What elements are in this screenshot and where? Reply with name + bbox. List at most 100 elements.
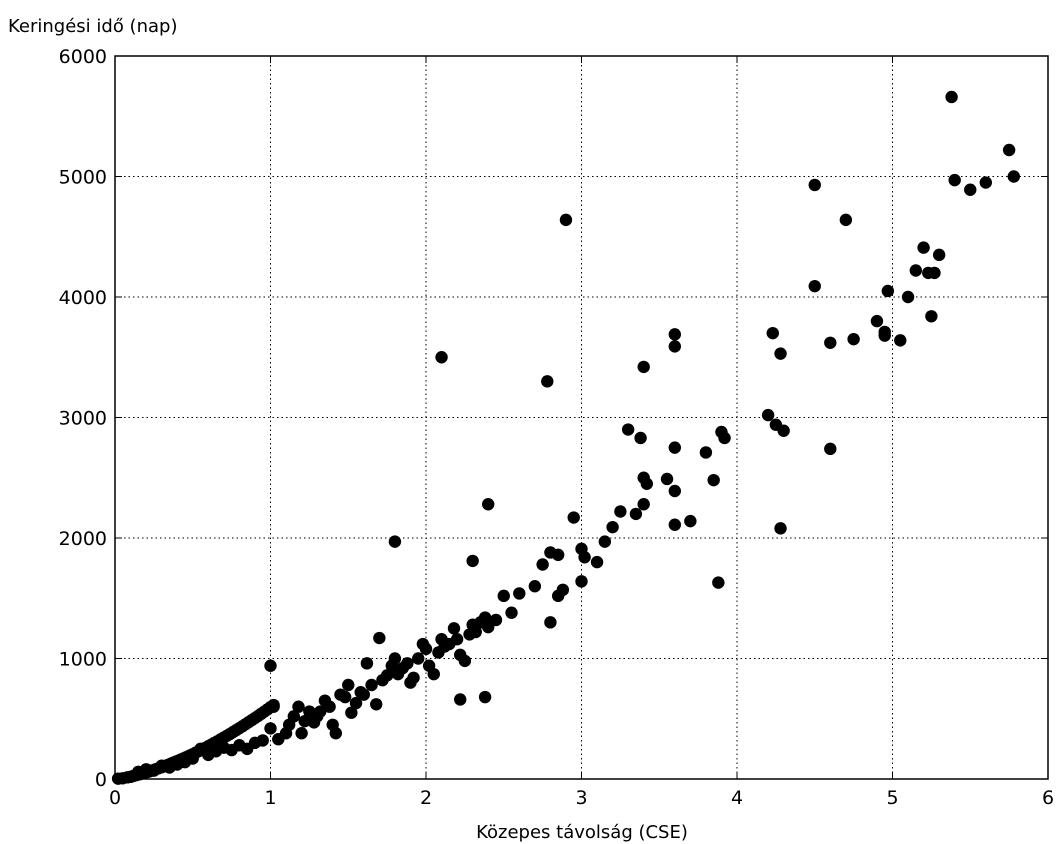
- x-tick-label-1: 1: [264, 787, 276, 809]
- data-point: [614, 505, 627, 518]
- x-tick-label-6: 6: [1042, 787, 1054, 809]
- data-point: [945, 90, 958, 104]
- axis-ticks: 0 1 2 3 4 5 6 0 1000 2000 3000 4000 5000 6000: [59, 46, 1054, 809]
- data-point: [556, 583, 570, 597]
- data-point: [264, 659, 277, 672]
- data-point: [505, 606, 518, 619]
- y-tick-label-5: 5000: [59, 167, 107, 189]
- data-point: [559, 213, 573, 227]
- data-point: [684, 514, 697, 528]
- data-point: [928, 266, 941, 280]
- data-point: [388, 535, 402, 548]
- data-point: [292, 700, 305, 713]
- data-point: [925, 310, 938, 323]
- x-axis-label: Közepes távolság (CSE): [476, 822, 688, 843]
- data-point: [482, 620, 495, 634]
- x-tick-label-2: 2: [420, 787, 432, 809]
- x-tick-label-5: 5: [886, 787, 898, 809]
- data-point: [365, 678, 378, 692]
- y-axis-label: Keringési idő (nap): [8, 16, 177, 37]
- data-point: [948, 173, 961, 187]
- data-point: [668, 328, 681, 341]
- data-point: [329, 727, 343, 740]
- y-tick-label-3: 3000: [59, 408, 107, 430]
- data-point: [808, 279, 821, 293]
- data-point: [917, 241, 930, 254]
- data-point: [637, 360, 650, 374]
- grid-lines: [115, 56, 1048, 779]
- data-point: [536, 558, 549, 571]
- y-tick-label-6: 6000: [59, 46, 107, 68]
- data-point: [419, 642, 433, 656]
- data-point: [606, 520, 619, 534]
- data-point: [668, 484, 681, 498]
- data-point: [668, 441, 681, 454]
- data-point: [590, 555, 604, 569]
- data-point: [388, 652, 402, 665]
- data-point: [342, 678, 355, 692]
- data-point: [458, 654, 472, 668]
- data-point: [298, 714, 311, 728]
- data-point: [454, 693, 467, 706]
- data-point: [469, 625, 482, 639]
- data-point: [478, 690, 492, 704]
- data-point: [824, 336, 837, 349]
- data-point: [979, 176, 992, 189]
- data-point: [435, 351, 448, 364]
- data-point: [482, 498, 495, 511]
- data-point: [541, 375, 554, 388]
- data-point: [360, 657, 374, 670]
- data-point: [761, 408, 775, 422]
- data-point: [881, 284, 895, 298]
- data-point: [412, 652, 425, 665]
- y-tick-label-2: 2000: [59, 528, 107, 550]
- data-point: [497, 589, 510, 603]
- data-point: [373, 631, 386, 645]
- y-tick-label-4: 4000: [59, 287, 107, 309]
- data-point: [357, 688, 370, 701]
- data-point: [295, 727, 308, 740]
- data-point: [774, 347, 787, 360]
- data-point: [718, 431, 731, 445]
- data-point: [401, 657, 414, 670]
- data-point: [338, 690, 352, 704]
- x-tick-label-0: 0: [109, 787, 121, 809]
- data-point: [1002, 143, 1016, 157]
- data-point: [909, 264, 923, 277]
- data-point: [551, 548, 565, 562]
- scatter-points: [111, 90, 1020, 785]
- data-point: [699, 446, 713, 459]
- data-point: [637, 498, 650, 511]
- data-point: [323, 700, 336, 713]
- data-point: [349, 696, 363, 710]
- data-point: [287, 710, 301, 723]
- data-point: [712, 576, 725, 589]
- data-point: [314, 705, 327, 718]
- data-point: [186, 752, 199, 765]
- data-point: [870, 314, 884, 328]
- data-point: [256, 734, 269, 747]
- data-point: [528, 580, 542, 593]
- data-point: [777, 424, 790, 437]
- data-point: [578, 551, 591, 564]
- data-point: [567, 511, 580, 524]
- data-point: [370, 698, 383, 711]
- data-point: [450, 633, 464, 646]
- data-point: [544, 616, 557, 629]
- data-point: [766, 326, 779, 340]
- data-point: [808, 178, 821, 192]
- data-point: [901, 290, 915, 304]
- data-point: [513, 587, 526, 600]
- x-tick-label-4: 4: [731, 787, 743, 809]
- data-point: [407, 671, 420, 684]
- data-point: [847, 332, 860, 346]
- data-point: [634, 431, 647, 445]
- y-tick-label-0: 0: [95, 769, 107, 791]
- data-point: [640, 477, 654, 490]
- data-point: [478, 611, 492, 624]
- data-point: [660, 472, 674, 486]
- data-point: [345, 706, 358, 719]
- data-point: [264, 722, 277, 735]
- data-point: [668, 518, 681, 531]
